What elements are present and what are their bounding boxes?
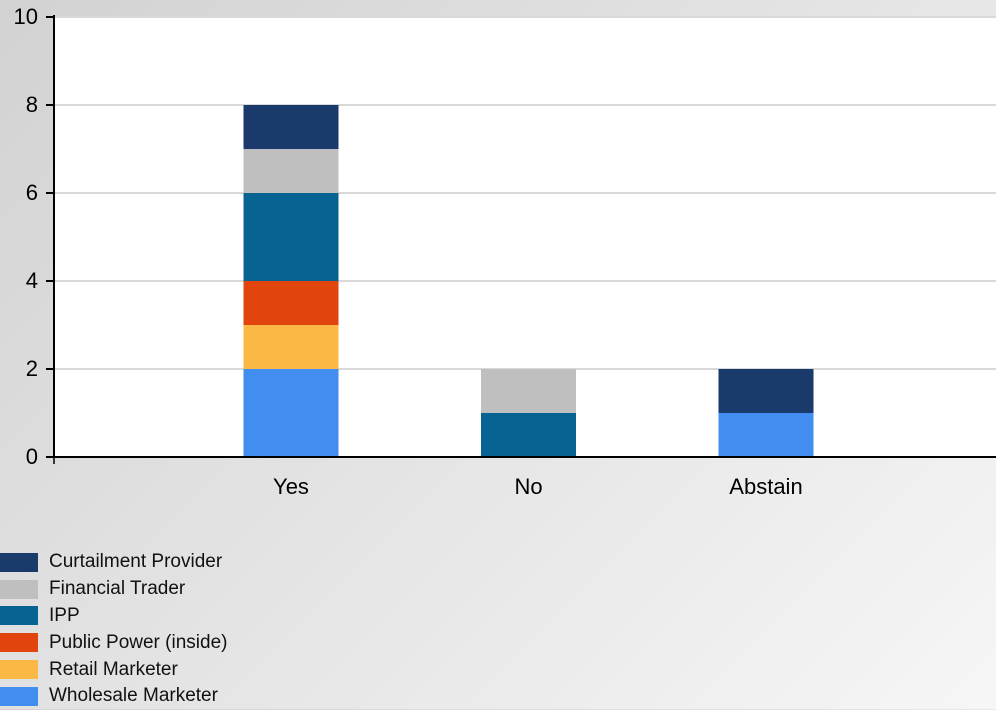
x-tick-label: Yes [273,474,309,499]
legend-item: Retail Marketer [0,656,227,683]
legend-item: Financial Trader [0,576,227,603]
bar-segment [243,281,339,325]
legend-swatch [0,606,38,626]
x-tick-label: Abstain [729,474,802,499]
bar-segment [718,413,814,457]
bar-segment [481,369,576,413]
bar-segment [481,413,576,457]
legend-label: Curtailment Provider [49,551,223,573]
legend-swatch [0,686,38,706]
legend-label: Financial Trader [49,578,186,600]
bar-segment [243,369,339,457]
legend-label: Retail Marketer [49,658,178,680]
bar-segment [243,193,339,281]
bar-segment [243,325,339,369]
y-tick-label: 10 [14,4,38,29]
y-tick-label: 0 [26,444,38,469]
legend-item: IPP [0,603,227,630]
legend-item: Wholesale Marketer [0,683,227,710]
x-tick-label: No [514,474,542,499]
y-tick-label: 6 [26,180,38,205]
y-tick-label: 2 [26,356,38,381]
bar-segment [243,149,339,193]
bar-segment [243,105,339,149]
legend-item: Public Power (inside) [0,629,227,656]
legend-item: Curtailment Provider [0,549,227,576]
legend: Curtailment Provider Financial Trader IPP P… [0,549,227,710]
legend-label: Public Power (inside) [49,631,228,653]
legend-swatch [0,552,38,572]
bar-segment [718,369,814,413]
legend-swatch [0,633,38,653]
y-tick-label: 8 [26,92,38,117]
legend-swatch [0,579,38,599]
legend-swatch [0,660,38,680]
legend-label: IPP [49,604,80,626]
legend-label: Wholesale Marketer [49,685,218,707]
y-tick-label: 4 [26,268,38,293]
